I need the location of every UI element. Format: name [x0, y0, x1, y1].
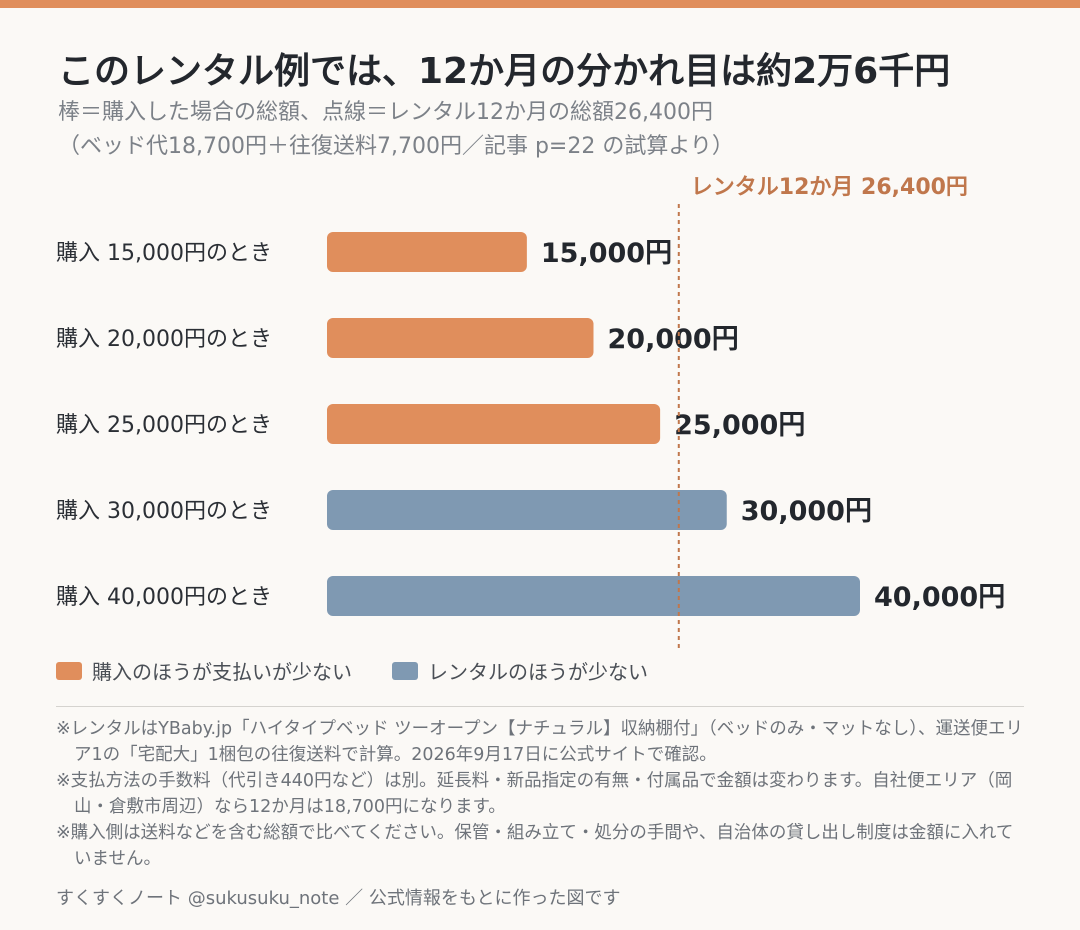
category-label: 購入 15,000円のとき: [56, 241, 272, 266]
subtitle-line-1: 棒＝購入した場合の総額、点線＝レンタル12か月の総額26,400円: [58, 100, 713, 125]
chart-legend: 購入のほうが支払いが少ない レンタルのほうが少ない: [56, 656, 648, 685]
footnote-3: ※購入側は送料などを含む総額で比べてください。保管・組み立て・処分の手間や、自治…: [56, 823, 1014, 869]
bar: [327, 576, 860, 616]
footnotes: ※レンタルはYBaby.jp「ハイタイプベッド ツーオープン【ナチュラル】収納棚…: [56, 716, 1028, 872]
data-label: 30,000円: [741, 496, 872, 527]
category-label: 購入 40,000円のとき: [56, 585, 272, 610]
reference-line-label: レンタル12か月 26,400円: [691, 175, 968, 200]
bar: [327, 490, 727, 530]
data-label: 15,000円: [541, 238, 672, 269]
legend-label-rental-cheaper: レンタルのほうが少ない: [428, 660, 648, 684]
chart-subtitle: 棒＝購入した場合の総額、点線＝レンタル12か月の総額26,400円 （ベッド代1…: [58, 96, 734, 164]
category-label: 購入 30,000円のとき: [56, 499, 272, 524]
bar: [327, 232, 527, 272]
bar: [327, 318, 594, 358]
data-label: 20,000円: [608, 324, 739, 355]
subtitle-line-2: （ベッド代18,700円＋往復送料7,700円／記事 p=22 の試算より）: [58, 134, 734, 159]
legend-item-buy-cheaper: 購入のほうが支払いが少ない: [56, 656, 352, 685]
legend-swatch-rental-cheaper: [392, 661, 418, 680]
legend-item-rental-cheaper: レンタルのほうが少ない: [392, 656, 648, 685]
data-label: 40,000円: [874, 582, 1005, 613]
legend-swatch-buy-cheaper: [56, 661, 82, 680]
category-label: 購入 25,000円のとき: [56, 413, 272, 438]
footnote-1: ※レンタルはYBaby.jp「ハイタイプベッド ツーオープン【ナチュラル】収納棚…: [56, 719, 1024, 765]
chart-title: このレンタル例では、12か月の分かれ目は約2万6千円: [58, 51, 951, 92]
notes-divider: [56, 706, 1024, 707]
category-label: 購入 20,000円のとき: [56, 327, 272, 352]
bar: [327, 404, 661, 444]
legend-label-buy-cheaper: 購入のほうが支払いが少ない: [92, 660, 352, 684]
top-accent-bar: [0, 0, 1080, 8]
data-label: 25,000円: [674, 410, 805, 441]
credit-line: すくすくノート @sukusuku_note ／ 公式情報をもとに作った図です: [56, 888, 621, 909]
footnote-2: ※支払方法の手数料（代引き440円など）は別。延長料・新品指定の有無・付属品で金…: [56, 771, 1013, 817]
